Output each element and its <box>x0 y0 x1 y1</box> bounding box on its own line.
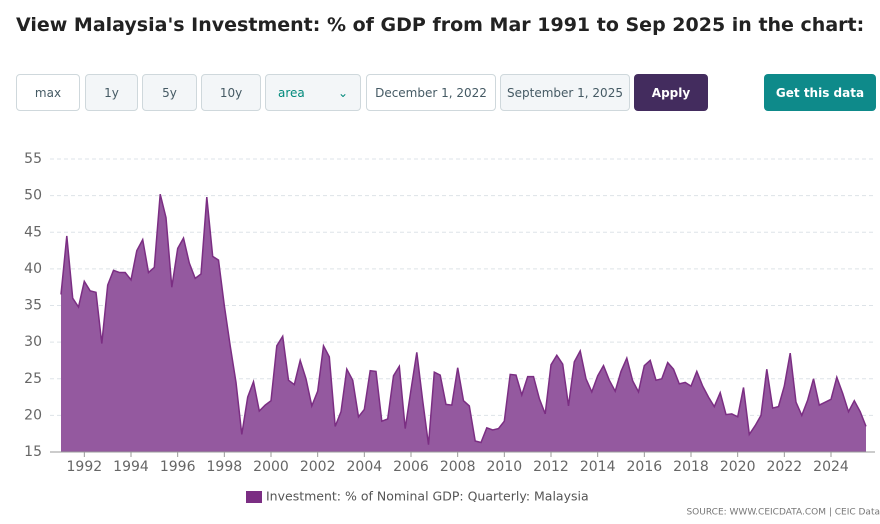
range-button[interactable]: 10y <box>201 74 261 111</box>
x-tick-label: 2006 <box>393 459 429 475</box>
apply-button[interactable]: Apply <box>634 74 708 111</box>
legend-swatch <box>246 491 262 503</box>
x-tick-label: 2022 <box>767 459 803 475</box>
x-tick-label: 2024 <box>813 459 849 475</box>
range-button[interactable]: max <box>16 74 80 111</box>
get-data-button[interactable]: Get this data <box>764 74 876 111</box>
x-tick-label: 1996 <box>160 459 196 475</box>
area-line <box>60 194 867 445</box>
x-tick-label: 2012 <box>533 459 569 475</box>
y-tick-label: 35 <box>24 298 42 314</box>
x-tick-label: 1998 <box>207 459 243 475</box>
x-tick-label: 2002 <box>300 459 336 475</box>
range-button[interactable]: 1y <box>85 74 138 111</box>
y-tick-label: 15 <box>24 444 42 460</box>
chart-type-select[interactable]: area ⌄ <box>265 74 361 111</box>
chart-title: View Malaysia's Investment: % of GDP fro… <box>16 14 865 36</box>
y-tick-label: 20 <box>24 407 42 423</box>
x-tick-label: 2014 <box>580 459 616 475</box>
x-tick-label: 2004 <box>347 459 383 475</box>
legend-label: Investment: % of Nominal GDP: Quarterly:… <box>266 489 589 504</box>
x-tick-label: 2008 <box>440 459 476 475</box>
start-date[interactable]: December 1, 2022 <box>366 74 496 111</box>
x-tick-label: 2020 <box>720 459 756 475</box>
x-tick-label: 2010 <box>487 459 523 475</box>
source: SOURCE: WWW.CEICDATA.COM | CEIC Data <box>686 508 880 518</box>
x-tick-label: 2018 <box>673 459 709 475</box>
end-date[interactable]: September 1, 2025 <box>500 74 630 111</box>
range-button[interactable]: 5y <box>142 74 197 111</box>
y-tick-label: 55 <box>24 151 42 167</box>
y-tick-label: 40 <box>24 261 42 277</box>
y-tick-label: 50 <box>24 188 42 204</box>
chevron: ⌄ <box>337 85 348 100</box>
area-fill <box>61 194 866 452</box>
select-value: area <box>278 85 305 100</box>
y-tick-label: 30 <box>24 334 42 350</box>
y-tick-label: 45 <box>24 224 42 240</box>
y-tick-label: 25 <box>24 371 42 387</box>
x-tick-label: 2016 <box>627 459 663 475</box>
x-tick-label: 1992 <box>67 459 103 475</box>
x-tick-label: 2000 <box>253 459 289 475</box>
x-tick-label: 1994 <box>113 459 149 475</box>
